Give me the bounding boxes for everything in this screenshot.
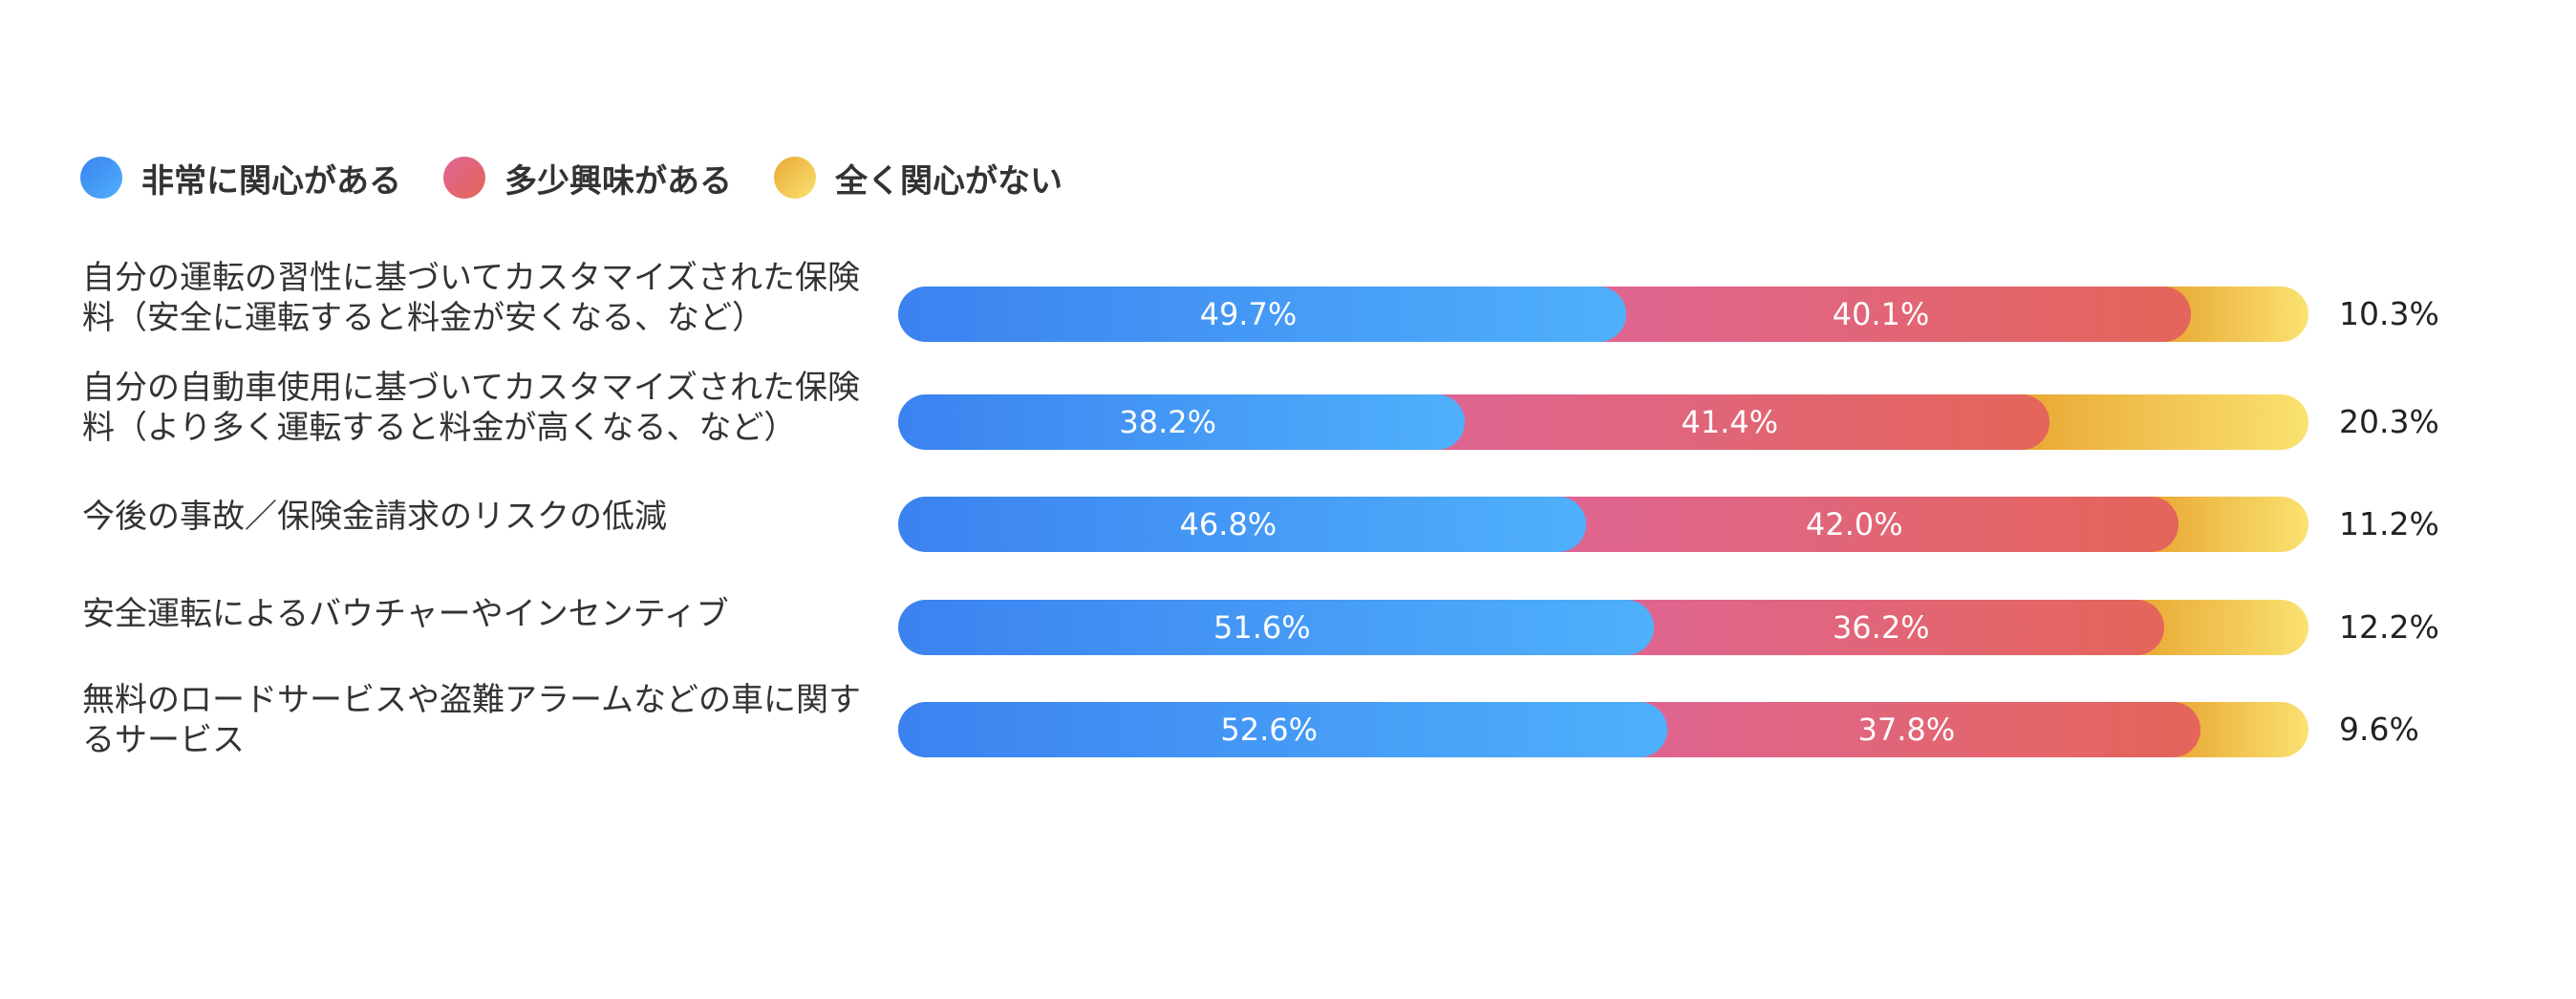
data-label: 12.2%: [2339, 608, 2439, 646]
data-label: 36.2%: [1832, 609, 1930, 646]
data-label: 40.1%: [1832, 296, 1930, 332]
stacked-bar: 46.8% 42.0%: [898, 497, 2308, 552]
chart-legend: 非常に関心がある 多少興味がある 全く関心がない: [80, 151, 1105, 204]
legend-item: 全く関心がない: [774, 155, 1063, 202]
data-label: 52.6%: [1220, 712, 1319, 748]
data-label: 38.2%: [1119, 404, 1217, 440]
bar-segment: [2022, 394, 2308, 450]
bar-segment: [1557, 497, 2179, 552]
category-label: 無料のロードサービスや盗難アラームなどの車に関するサービス: [82, 681, 861, 759]
data-label: 46.8%: [1179, 506, 1277, 542]
legend-label: 多少興味がある: [504, 161, 732, 201]
category-label: 自分の運転の習性に基づいてカスタマイズされた保険料（安全に運転すると料金が安くな…: [82, 259, 860, 337]
bar-segment: [2136, 600, 2308, 655]
bar-segment: [898, 287, 1626, 342]
legend-swatch: [80, 157, 122, 199]
category-label: 今後の事故／保険金請求のリスクの低減: [82, 498, 667, 536]
data-label: 51.6%: [1213, 609, 1311, 646]
legend-item: 多少興味がある: [443, 155, 732, 202]
data-label: 20.3%: [2339, 403, 2439, 440]
data-label: 41.4%: [1681, 404, 1779, 440]
data-label: 10.3%: [2339, 295, 2439, 332]
stacked-bar: 51.6% 36.2%: [898, 600, 2308, 655]
data-label: 9.6%: [2339, 711, 2419, 748]
stacked-bar: 38.2% 41.4%: [898, 394, 2308, 450]
data-label: 42.0%: [1805, 506, 1903, 542]
bar-segment: [898, 394, 1466, 450]
data-label: 11.2%: [2339, 505, 2439, 542]
category-label: 安全運転によるバウチャーやインセンティブ: [82, 595, 729, 633]
legend-swatch: [774, 157, 816, 199]
data-label: 49.7%: [1199, 296, 1298, 332]
legend-label: 全く関心がない: [835, 161, 1063, 201]
category-label: 自分の自動車使用に基づいてカスタマイズされた保険料（より多く運転すると料金が高く…: [82, 369, 860, 447]
stacked-bar: 49.7% 40.1%: [898, 287, 2308, 342]
legend-swatch: [443, 157, 485, 199]
legend-item: 非常に関心がある: [80, 155, 401, 202]
legend-label: 非常に関心がある: [141, 161, 401, 201]
stacked-bar: 52.6% 37.8%: [898, 702, 2308, 757]
bar-segment: [1640, 702, 2201, 757]
bar-segment: [898, 497, 1586, 552]
bar-segment: [1598, 287, 2192, 342]
bar-segment: [898, 702, 1668, 757]
data-label: 37.8%: [1857, 712, 1956, 748]
bar-segment: [898, 600, 1654, 655]
bar-segment: [1437, 394, 2050, 450]
bar-segment: [1625, 600, 2164, 655]
